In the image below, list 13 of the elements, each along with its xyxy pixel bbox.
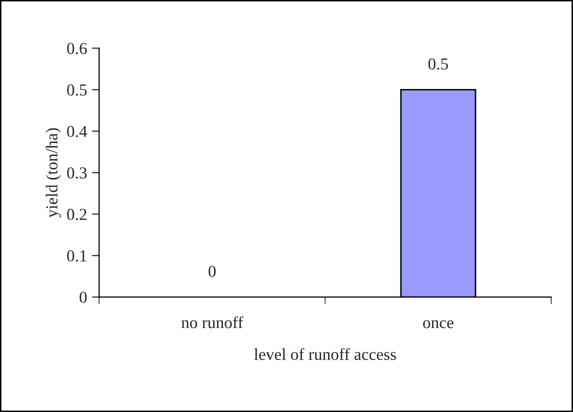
x-tick-label: no runoff [181, 316, 244, 328]
data-label: 0.5 [428, 58, 448, 70]
y-tick-label: 0.4 [67, 126, 88, 138]
y-tick-label: 0.3 [67, 167, 87, 179]
y-tick-label: 0.2 [67, 208, 86, 220]
y-tick-label: 0.1 [67, 250, 86, 262]
y-axis-title: yield (ton/ha) [46, 128, 61, 218]
x-axis-title: level of runoff access [254, 348, 396, 360]
y-tick-label: 0.5 [67, 84, 87, 96]
data-label: 0 [208, 266, 216, 277]
y-tick-label: 0.6 [67, 42, 87, 54]
y-tick-label: 0 [80, 292, 87, 303]
x-tick-label: once [423, 320, 454, 328]
